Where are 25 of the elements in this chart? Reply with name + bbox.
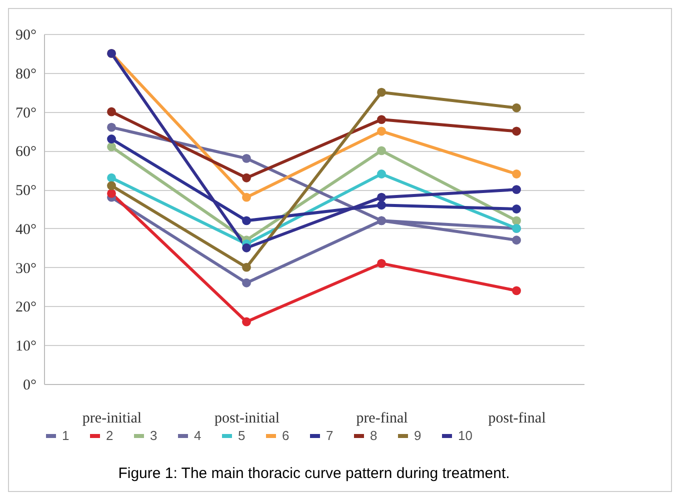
x-tick-label: post-initial	[214, 410, 280, 426]
y-tick-label: 0°	[23, 378, 36, 394]
legend-label: 5	[238, 428, 246, 443]
x-tick-label: post-final	[488, 410, 546, 426]
legend-label: 1	[62, 428, 70, 443]
legend-label: 8	[370, 428, 378, 443]
y-tick-label: 20°	[16, 300, 36, 316]
y-tick-label: 30°	[16, 260, 36, 277]
legend-label: 2	[106, 428, 114, 443]
y-tick-label: 10°	[16, 338, 36, 355]
y-tick-label: 90°	[16, 28, 36, 44]
x-tick-label: pre-initial	[82, 410, 142, 426]
text: Figure 1: The main thoracic curve pattern during treatment.	[118, 465, 510, 482]
legend-label: 6	[282, 428, 290, 443]
legend-label: 10	[458, 428, 472, 443]
legend-label: 9	[414, 428, 422, 443]
y-tick-label: 60°	[16, 144, 36, 160]
y-tick-label: 70°	[16, 105, 36, 122]
y-tick-label: 80°	[16, 66, 36, 82]
legend-label: 7	[326, 428, 334, 443]
legend-label: 3	[150, 428, 158, 443]
x-tick-label: pre-final	[356, 410, 408, 426]
legend-label: 4	[194, 428, 202, 443]
y-tick-label: 40°	[16, 222, 36, 238]
y-tick-label: 50°	[16, 183, 36, 200]
